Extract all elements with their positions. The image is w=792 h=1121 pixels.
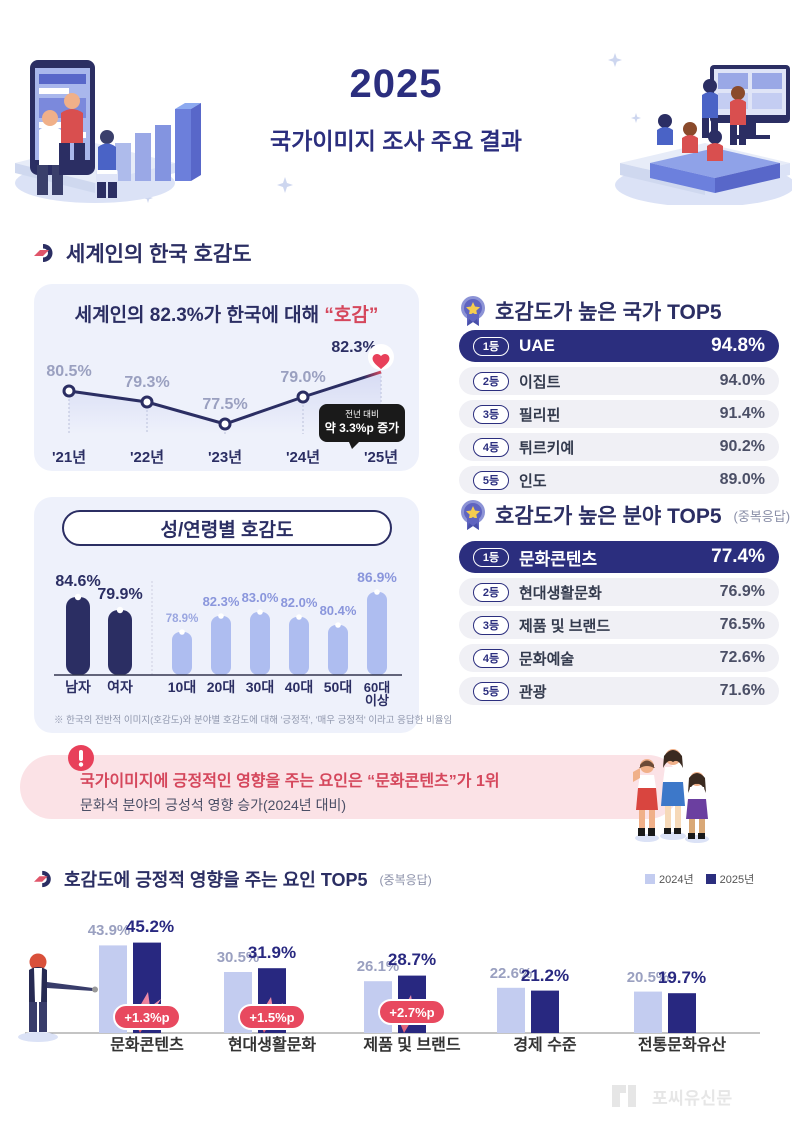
svg-text:'25년: '25년 — [364, 449, 398, 466]
svg-text:+2.7%p: +2.7%p — [389, 1005, 434, 1020]
svg-text:전통문화유산: 전통문화유산 — [638, 1035, 727, 1054]
svg-text:45.2%: 45.2% — [126, 917, 174, 936]
svg-text:'24년: '24년 — [286, 449, 320, 466]
svg-text:43.9%: 43.9% — [88, 922, 131, 939]
svg-text:'21년: '21년 — [52, 449, 86, 466]
svg-text:79.3%: 79.3% — [124, 374, 169, 391]
svg-text:이상: 이상 — [365, 693, 389, 708]
svg-text:현대생활문화: 현대생활문화 — [228, 1035, 317, 1054]
svg-text:77.5%: 77.5% — [202, 396, 247, 413]
svg-text:80.5%: 80.5% — [46, 363, 91, 380]
svg-text:10대: 10대 — [168, 679, 196, 695]
svg-text:전년 대비: 전년 대비 — [345, 409, 379, 419]
svg-text:82.0%: 82.0% — [281, 595, 318, 610]
svg-text:50대: 50대 — [324, 679, 352, 695]
svg-text:30대: 30대 — [246, 679, 274, 695]
svg-text:79.0%: 79.0% — [280, 369, 325, 386]
svg-text:28.7%: 28.7% — [388, 950, 436, 969]
svg-text:21.2%: 21.2% — [521, 966, 569, 985]
svg-text:40대: 40대 — [285, 679, 313, 695]
svg-text:19.7%: 19.7% — [658, 968, 706, 987]
svg-text:82.3%: 82.3% — [203, 594, 240, 609]
svg-text:31.9%: 31.9% — [248, 943, 296, 962]
svg-text:83.0%: 83.0% — [242, 590, 279, 605]
svg-text:'23년: '23년 — [208, 449, 242, 466]
svg-text:80.4%: 80.4% — [320, 603, 357, 618]
svg-text:남자: 남자 — [65, 679, 91, 695]
svg-text:84.6%: 84.6% — [55, 573, 100, 590]
svg-text:'22년: '22년 — [130, 449, 164, 466]
svg-text:78.9%: 78.9% — [166, 613, 199, 625]
svg-text:86.9%: 86.9% — [357, 569, 397, 585]
svg-text:79.9%: 79.9% — [97, 586, 142, 603]
svg-text:+1.5%p: +1.5%p — [249, 1010, 294, 1025]
svg-text:경제 수준: 경제 수준 — [513, 1036, 577, 1054]
svg-text:약 3.3%p 증가: 약 3.3%p 증가 — [325, 420, 399, 435]
svg-text:여자: 여자 — [107, 679, 133, 695]
svg-text:20대: 20대 — [207, 679, 235, 695]
svg-text:제품 및 브랜드: 제품 및 브랜드 — [363, 1035, 460, 1054]
